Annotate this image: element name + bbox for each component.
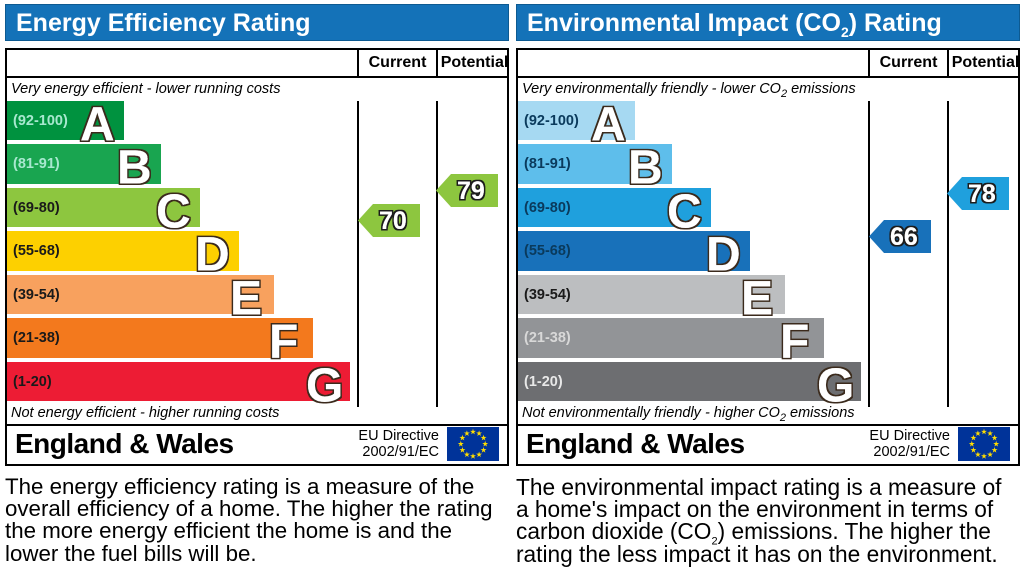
svg-text:C: C	[156, 187, 191, 236]
svg-text:B: B	[117, 143, 152, 192]
svg-text:G: G	[817, 361, 854, 410]
svg-text:70: 70	[379, 207, 407, 235]
svg-text:D: D	[706, 230, 741, 279]
svg-text:E: E	[741, 274, 773, 323]
svg-text:B: B	[628, 143, 663, 192]
svg-text:F: F	[269, 317, 298, 366]
svg-text:66: 66	[890, 223, 918, 251]
svg-text:F: F	[780, 317, 809, 366]
svg-text:E: E	[230, 274, 262, 323]
svg-text:D: D	[195, 230, 230, 279]
svg-text:A: A	[591, 100, 626, 149]
svg-text:79: 79	[457, 177, 485, 205]
svg-text:G: G	[306, 361, 343, 410]
svg-text:A: A	[80, 100, 115, 149]
svg-text:78: 78	[968, 180, 996, 208]
svg-text:C: C	[667, 187, 702, 236]
